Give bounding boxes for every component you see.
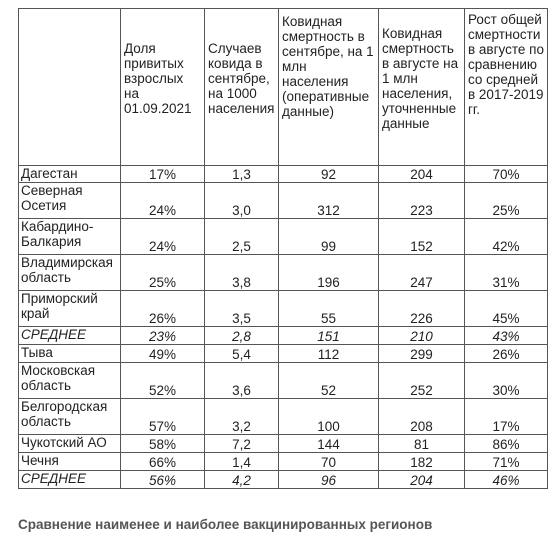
header-label: Рост общей смертности в августе по сравн… [468, 12, 544, 117]
deaths-august-cell: 182 [378, 452, 465, 471]
mortality-growth-cell: 17% [464, 398, 548, 435]
cases-cell: 3,6 [204, 362, 279, 399]
deaths-august-cell: 81 [378, 434, 465, 453]
average-row: СРЕДНЕЕ 56% 4,2 96 204 46% [18, 470, 548, 489]
table-row: Приморский край 26% 3,5 55 226 45% [18, 290, 548, 327]
mortality-growth-cell: 70% [464, 165, 548, 183]
header-label: Ковидная смертность в сентябре, на 1 млн… [282, 14, 374, 119]
header-corner-cell [18, 8, 121, 166]
deaths-september-cell: 312 [278, 182, 379, 219]
vaccination-comparison-table: Доля привитых взрослых на 01.09.2021 Слу… [18, 8, 548, 489]
region-cell: Чукотский АО [18, 434, 121, 453]
cases-cell: 3,2 [204, 398, 279, 435]
cases-cell: 1,3 [204, 165, 279, 183]
vaccinated-share-cell: 24% [120, 218, 205, 255]
table-row: Тыва 49% 5,4 112 299 26% [18, 344, 548, 363]
cases-cell: 3,8 [204, 254, 279, 291]
deaths-august-cell: 252 [378, 362, 465, 399]
vaccinated-share-cell: 49% [120, 344, 205, 363]
vaccinated-share-cell: 26% [120, 290, 205, 327]
vaccinated-share-cell: 17% [120, 165, 205, 183]
deaths-september-cell: 55 [278, 290, 379, 327]
cases-cell: 3,5 [204, 290, 279, 327]
cases-cell: 4,2 [204, 470, 279, 489]
vaccinated-share-cell: 25% [120, 254, 205, 291]
deaths-september-cell: 144 [278, 434, 379, 453]
header-label: Случаев ковида в сентябре, на 1000 насел… [208, 41, 275, 116]
deaths-september-cell: 99 [278, 218, 379, 255]
cases-cell: 1,4 [204, 452, 279, 471]
table-row: Кабардино-Балкария 24% 2,5 99 152 42% [18, 218, 548, 255]
mortality-growth-cell: 46% [464, 470, 548, 489]
table-header-row: Доля привитых взрослых на 01.09.2021 Слу… [18, 8, 548, 166]
header-vaccinated-share: Доля привитых взрослых на 01.09.2021 [120, 8, 205, 166]
mortality-growth-cell: 31% [464, 254, 548, 291]
header-deaths-september: Ковидная смертность в сентябре, на 1 млн… [278, 8, 379, 166]
vaccinated-share-cell: 52% [120, 362, 205, 399]
average-label-cell: СРЕДНЕЕ [18, 470, 121, 489]
table-row: Владимирская область 25% 3,8 196 247 31% [18, 254, 548, 291]
table-row: Дагестан 17% 1,3 92 204 70% [18, 165, 548, 183]
vaccinated-share-cell: 24% [120, 182, 205, 219]
deaths-september-cell: 92 [278, 165, 379, 183]
region-cell: Тыва [18, 344, 121, 363]
table-row: Белгородская область 57% 3,2 100 208 17% [18, 398, 548, 435]
deaths-august-cell: 152 [378, 218, 465, 255]
deaths-august-cell: 226 [378, 290, 465, 327]
cases-cell: 5,4 [204, 344, 279, 363]
region-cell: Дагестан [18, 165, 121, 183]
average-label-cell: СРЕДНЕЕ [18, 326, 121, 345]
deaths-september-cell: 70 [278, 452, 379, 471]
region-cell: Чечня [18, 452, 121, 471]
mortality-growth-cell: 71% [464, 452, 548, 471]
table-caption: Сравнение наименее и наиболее вакциниров… [18, 517, 433, 532]
average-row: СРЕДНЕЕ 23% 2,8 151 210 43% [18, 326, 548, 345]
cases-cell: 2,8 [204, 326, 279, 345]
deaths-september-cell: 52 [278, 362, 379, 399]
mortality-growth-cell: 25% [464, 182, 548, 219]
header-cases-september: Случаев ковида в сентябре, на 1000 насел… [204, 8, 279, 166]
cases-cell: 7,2 [204, 434, 279, 453]
deaths-august-cell: 223 [378, 182, 465, 219]
region-cell: Северная Осетия [18, 182, 121, 219]
deaths-september-cell: 112 [278, 344, 379, 363]
mortality-growth-cell: 45% [464, 290, 548, 327]
table-row: Московская область 52% 3,6 52 252 30% [18, 362, 548, 399]
table-row: Северная Осетия 24% 3,0 312 223 25% [18, 182, 548, 219]
deaths-september-cell: 196 [278, 254, 379, 291]
cases-cell: 3,0 [204, 182, 279, 219]
table-row: Чечня 66% 1,4 70 182 71% [18, 452, 548, 471]
mortality-growth-cell: 43% [464, 326, 548, 345]
deaths-august-cell: 204 [378, 470, 465, 489]
table-row: Чукотский АО 58% 7,2 144 81 86% [18, 434, 548, 453]
deaths-august-cell: 204 [378, 165, 465, 183]
header-mortality-growth: Рост общей смертности в августе по сравн… [464, 8, 548, 166]
deaths-september-cell: 96 [278, 470, 379, 489]
region-cell: Белгородская область [18, 398, 121, 435]
mortality-growth-cell: 30% [464, 362, 548, 399]
deaths-september-cell: 151 [278, 326, 379, 345]
deaths-september-cell: 100 [278, 398, 379, 435]
vaccinated-share-cell: 23% [120, 326, 205, 345]
region-cell: Приморский край [18, 290, 121, 327]
deaths-august-cell: 210 [378, 326, 465, 345]
mortality-growth-cell: 42% [464, 218, 548, 255]
vaccinated-share-cell: 66% [120, 452, 205, 471]
mortality-growth-cell: 86% [464, 434, 548, 453]
region-cell: Московская область [18, 362, 121, 399]
deaths-august-cell: 299 [378, 344, 465, 363]
vaccinated-share-cell: 57% [120, 398, 205, 435]
header-deaths-august: Ковидная смертность в августе на 1 млн н… [378, 8, 465, 166]
mortality-growth-cell: 26% [464, 344, 548, 363]
region-cell: Кабардино-Балкария [18, 218, 121, 255]
vaccinated-share-cell: 56% [120, 470, 205, 489]
cases-cell: 2,5 [204, 218, 279, 255]
deaths-august-cell: 208 [378, 398, 465, 435]
region-cell: Владимирская область [18, 254, 121, 291]
deaths-august-cell: 247 [378, 254, 465, 291]
header-label: Ковидная смертность в августе на 1 млн н… [382, 26, 459, 131]
header-label: Доля привитых взрослых на 01.09.2021 [124, 41, 192, 116]
vaccinated-share-cell: 58% [120, 434, 205, 453]
